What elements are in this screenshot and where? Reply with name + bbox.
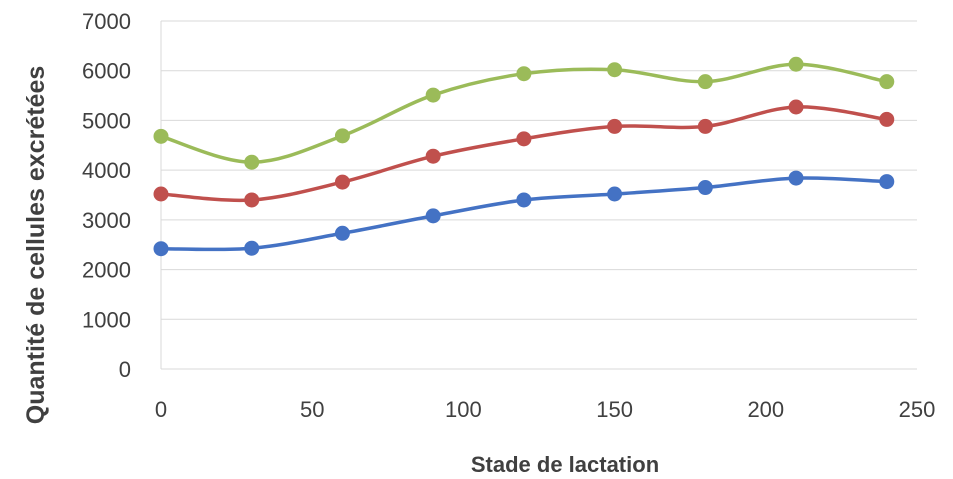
y-tick-label: 4000	[82, 158, 131, 183]
series-line-1	[160, 176, 887, 252]
x-tick-label: 250	[899, 397, 936, 422]
data-point	[607, 62, 623, 78]
y-tick-label: 7000	[82, 9, 131, 34]
data-point	[244, 154, 260, 170]
data-point	[607, 118, 623, 134]
x-axis-label: Stade de lactation	[471, 452, 659, 477]
y-tick-label: 2000	[82, 258, 131, 283]
x-tick-label: 150	[596, 397, 633, 422]
data-point	[334, 174, 350, 190]
data-point	[425, 87, 441, 103]
data-point	[516, 131, 532, 147]
y-tick-label: 0	[119, 357, 131, 382]
tick-labels: 0 1000 2000 3000 4000 5000 6000 7000 0 50 100 150 20…	[82, 9, 935, 422]
data-point	[879, 174, 895, 190]
data-point	[153, 241, 169, 257]
data-point	[788, 56, 804, 72]
data-point	[244, 240, 260, 256]
y-tick-label: 5000	[82, 108, 131, 133]
data-point	[425, 208, 441, 224]
data-point	[879, 111, 895, 127]
data-point	[697, 118, 713, 134]
data-point	[788, 170, 804, 186]
y-axis-label: Quantité de cellules excrétées	[22, 66, 50, 425]
y-tick-label: 3000	[82, 208, 131, 233]
data-point	[516, 192, 532, 208]
data-point	[425, 148, 441, 164]
data-point	[244, 192, 260, 208]
series-group	[153, 56, 895, 257]
x-tick-label: 200	[747, 397, 784, 422]
data-point	[788, 99, 804, 115]
data-point	[697, 180, 713, 196]
y-tick-label: 1000	[82, 307, 131, 332]
x-tick-label: 50	[300, 397, 324, 422]
data-point	[697, 74, 713, 90]
x-tick-label: 100	[445, 397, 482, 422]
data-point	[334, 128, 350, 144]
data-point	[879, 74, 895, 90]
x-tick-label: 0	[155, 397, 167, 422]
y-tick-label: 6000	[82, 59, 131, 84]
data-point	[153, 128, 169, 144]
series-line-2	[160, 105, 887, 203]
data-point	[516, 66, 532, 82]
data-point	[153, 186, 169, 202]
data-point	[607, 186, 623, 202]
data-point	[334, 225, 350, 241]
